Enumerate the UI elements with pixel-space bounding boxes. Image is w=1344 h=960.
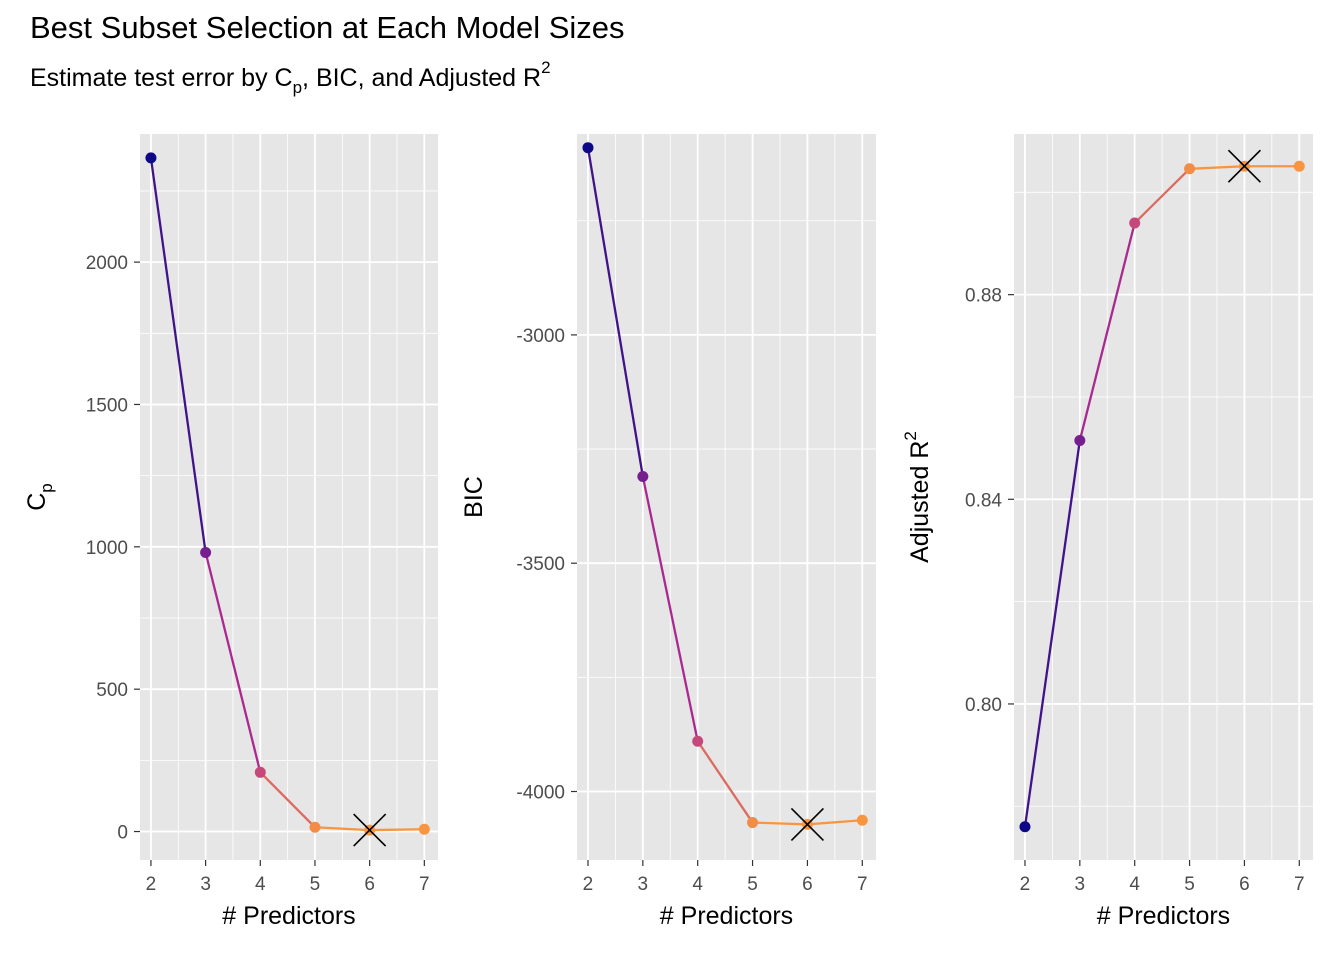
chart-panel-2: -4000 -3500 -3000 2 3 4 5 6 7 # Predictors BIC <box>460 134 876 930</box>
data-point <box>1184 163 1196 175</box>
x-tick-label: 4 <box>255 874 266 895</box>
x-tick-label: 6 <box>1239 874 1250 895</box>
x-tick-label: 2 <box>1020 874 1031 895</box>
y-tick-label: 0.88 <box>965 286 1002 307</box>
x-tick-label: 7 <box>1294 874 1305 895</box>
x-tick-label: 6 <box>802 874 813 895</box>
x-tick-label: 2 <box>583 874 594 895</box>
y-axis-title-main: BIC <box>460 476 488 518</box>
x-axis-title: # Predictors <box>1097 902 1230 930</box>
series-line-segment <box>641 476 699 742</box>
data-point <box>1074 434 1086 446</box>
y-tick-label: 500 <box>96 680 128 701</box>
x-tick-label: 4 <box>1129 874 1140 895</box>
series-line-segment <box>696 740 754 824</box>
data-point <box>582 142 594 154</box>
x-tick-label: 5 <box>310 874 321 895</box>
best-model-marker <box>1227 149 1261 183</box>
x-tick-label: 3 <box>200 874 211 895</box>
y-tick-label: 0.80 <box>965 695 1002 716</box>
chart-panel-3: 0.80 0.84 0.88 2 3 4 5 6 7 # Predictors Adjusted R… <box>901 134 1313 930</box>
x-tick-label: 5 <box>747 874 758 895</box>
y-tick-label: 2000 <box>86 253 128 274</box>
data-point <box>692 735 704 747</box>
series-line-segment <box>807 819 863 826</box>
data-point <box>309 821 321 833</box>
series-line-segment <box>204 552 262 773</box>
data-point <box>856 814 868 826</box>
best-marker-stroke <box>790 807 824 841</box>
subtitle-middle: , BIC, and Adjusted R <box>302 64 542 92</box>
series-line-segment <box>149 157 207 553</box>
panel-background <box>1014 134 1313 860</box>
y-axis-title-main: C <box>23 493 51 511</box>
y-tick-label: -3000 <box>516 326 565 347</box>
x-axis-title: # Predictors <box>660 902 793 930</box>
series-line-segment <box>752 821 808 826</box>
best-model-marker <box>790 807 824 841</box>
series-line-segment <box>1023 440 1081 827</box>
data-point <box>418 823 430 835</box>
data-point <box>1019 821 1031 833</box>
data-point <box>254 766 266 778</box>
y-axis-title-main: Adjusted R <box>906 441 934 563</box>
subtitle-prefix: Estimate test error by C <box>30 64 293 92</box>
y-axis-title: Adjusted R2 <box>901 431 934 563</box>
y-axis-title: BIC <box>460 476 488 518</box>
series-line-segment <box>369 828 425 832</box>
chart-subtitle: Estimate test error by Cp, BIC, and Adju… <box>30 59 551 96</box>
x-tick-label: 2 <box>146 874 157 895</box>
x-tick-label: 6 <box>364 874 375 895</box>
subtitle-superscript: 2 <box>541 58 551 77</box>
data-point <box>200 547 212 559</box>
y-tick-label: -4000 <box>516 783 565 804</box>
y-tick-label: -3500 <box>516 554 565 575</box>
x-tick-label: 3 <box>1075 874 1086 895</box>
series-line-segment <box>314 826 370 832</box>
series-line-segment <box>1133 167 1191 224</box>
x-tick-label: 4 <box>692 874 703 895</box>
x-tick-label: 7 <box>419 874 430 895</box>
series-line-segment <box>586 147 644 477</box>
best-marker-stroke <box>353 813 387 847</box>
data-point <box>747 817 759 829</box>
y-tick-label: 1500 <box>86 395 128 416</box>
x-tick-label: 3 <box>638 874 649 895</box>
y-tick-label: 0 <box>117 823 128 844</box>
x-tick-label: 7 <box>857 874 868 895</box>
y-tick-label: 0.84 <box>965 490 1002 511</box>
data-point <box>1293 160 1305 172</box>
y-tick-label: 1000 <box>86 538 128 559</box>
panel-background <box>577 134 876 860</box>
data-point <box>1129 217 1141 229</box>
series-line-segment <box>1078 222 1136 441</box>
chart-title: Best Subset Selection at Each Model Size… <box>30 10 625 45</box>
best-model-marker <box>353 813 387 847</box>
y-axis-title: Cp <box>23 483 56 511</box>
data-point <box>637 470 649 482</box>
data-point <box>145 152 157 164</box>
panel-background <box>140 134 438 860</box>
y-axis-title-subscript: p <box>37 483 56 492</box>
best-marker-stroke <box>1227 149 1261 183</box>
series-line-segment <box>1189 165 1245 170</box>
x-tick-label: 5 <box>1184 874 1195 895</box>
x-axis-title: # Predictors <box>222 902 355 930</box>
y-axis-title-superscript: 2 <box>901 431 920 440</box>
subtitle-subscript: p <box>292 78 303 97</box>
chart-panel-1: 0 500 1000 1500 2000 2 3 4 5 6 7 # Predictors Cp <box>23 134 438 930</box>
series-line-segment <box>259 771 316 829</box>
